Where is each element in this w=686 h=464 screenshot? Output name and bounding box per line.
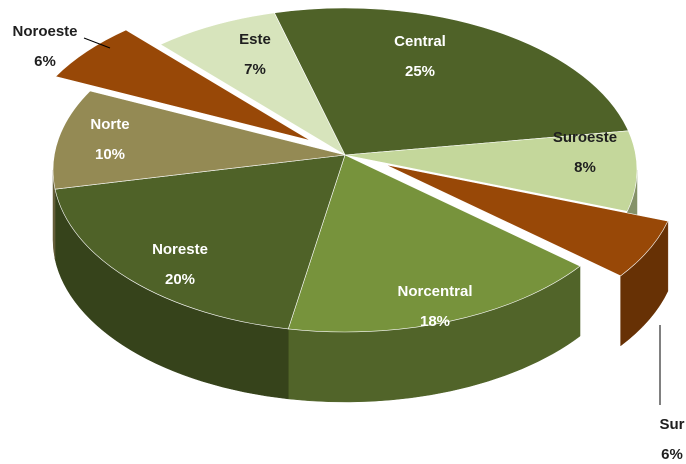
slice-label: Norte — [90, 116, 129, 133]
value-label: 20% — [165, 271, 195, 288]
slice-label: Sur — [659, 416, 684, 433]
slice-label: Noreste — [152, 241, 208, 258]
slice — [287, 154, 581, 333]
value-label: 7% — [244, 61, 266, 78]
slice-label: Suroeste — [553, 129, 617, 146]
slice — [344, 130, 638, 212]
slice — [55, 29, 311, 141]
slice — [159, 12, 346, 156]
leader-line — [83, 37, 111, 49]
value-label: 6% — [34, 53, 56, 70]
slice — [385, 164, 669, 277]
value-label: 25% — [405, 63, 435, 80]
slice — [273, 7, 629, 156]
slice-label: Noroeste — [12, 23, 77, 40]
pie — [52, 7, 669, 403]
value-label: 18% — [420, 313, 450, 330]
value-label: 6% — [661, 446, 683, 463]
value-label: 8% — [574, 159, 596, 176]
slice-label: Norcentral — [397, 283, 472, 300]
value-label: 10% — [95, 146, 125, 163]
slice-label: Central — [394, 33, 446, 50]
labels: Central 25% Suroeste 8% Sur 6% Norcentral 18% No… — [12, 23, 684, 463]
slice — [54, 154, 346, 330]
slice-label: Este — [239, 31, 271, 48]
slice — [52, 90, 346, 190]
